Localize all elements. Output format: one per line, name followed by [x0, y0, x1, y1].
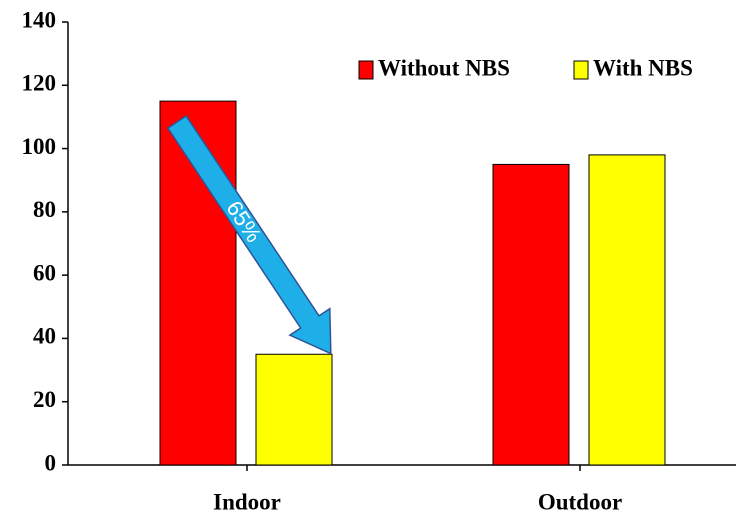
- bar: [588, 154, 666, 466]
- bar: [255, 353, 333, 466]
- legend-swatch: [358, 60, 374, 80]
- y-tick-label: 140: [22, 7, 57, 32]
- legend-swatch: [573, 60, 589, 80]
- y-tick-label: 40: [33, 324, 56, 349]
- arrow-shape: [166, 114, 332, 355]
- x-tick-label: Outdoor: [538, 489, 622, 514]
- legend-label: Without NBS: [378, 55, 510, 80]
- legend-label: With NBS: [593, 55, 693, 80]
- x-tick-label: Indoor: [213, 489, 281, 514]
- y-tick-label: 80: [33, 197, 56, 222]
- y-tick-label: 100: [22, 134, 57, 159]
- y-tick-label: 120: [22, 71, 57, 96]
- bar: [492, 163, 570, 466]
- y-tick-label: 60: [33, 260, 56, 285]
- y-tick-label: 0: [45, 450, 57, 475]
- y-tick-label: 20: [33, 387, 56, 412]
